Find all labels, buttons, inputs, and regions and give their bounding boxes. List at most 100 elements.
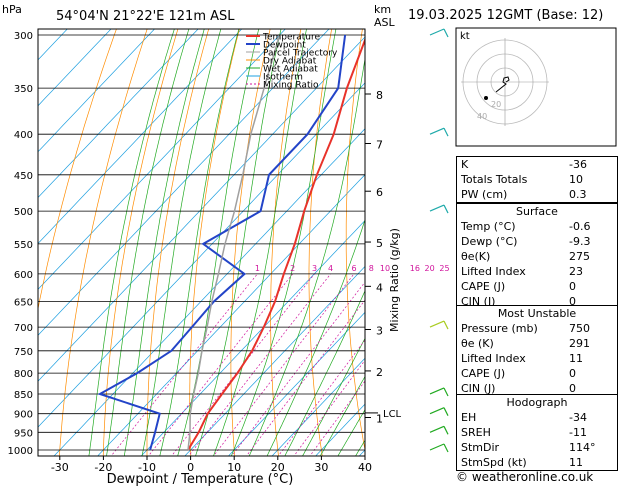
wind-barb: [429, 387, 445, 395]
param-row: StmDir 114°: [457, 440, 617, 455]
wind-barb: [429, 204, 445, 212]
x-tick-label: 30: [314, 461, 328, 474]
param-row: Lifted Index 23: [457, 264, 617, 279]
legend-label: Dry Adiabat: [263, 57, 317, 67]
isotherm-line: [38, 29, 330, 336]
mixing-ratio-line: [293, 359, 365, 456]
legend-label: Dewpoint: [263, 41, 306, 51]
wind-barb-flag: [443, 127, 449, 137]
param-label: Pressure (mb): [461, 322, 538, 335]
series-line-dewpoint: [97, 34, 347, 451]
pressure-tick-label: 1000: [8, 446, 33, 457]
surface-panel: Surface Temp (°C) -0.6 Dewp (°C) -9.3 θe(K) 2…: [456, 203, 618, 310]
km-label: km: [374, 3, 391, 16]
mixing-ratio-line: [213, 273, 355, 456]
wind-barb-flag: [443, 443, 449, 453]
param-value: 291: [569, 337, 590, 350]
isotherm-line: [38, 36, 365, 382]
series-line-temperature: [187, 37, 365, 451]
wind-barb-flag: [443, 28, 449, 38]
wind-barb: [429, 425, 445, 433]
mixing-ratio-label: 10: [380, 264, 390, 273]
dry-adiabat-line: [59, 29, 148, 456]
mixing-ratio-line: [309, 380, 365, 456]
param-row: θe (K) 291: [457, 336, 617, 351]
mixing-ratio-label: 16: [410, 264, 420, 273]
isotherm-line: [315, 403, 365, 456]
mixing-ratio-label: 25: [439, 264, 449, 273]
axes: 3003504004505005506006507007508008509009…: [8, 31, 402, 474]
wind-barb-flag: [443, 407, 449, 416]
param-value: 0: [569, 280, 576, 293]
param-label: EH: [461, 411, 477, 424]
km-tick-label: 4: [376, 281, 383, 294]
storm-motion-dot: [484, 96, 488, 100]
lcl-label: LCL: [383, 409, 402, 420]
mixing-ratio-line: [110, 273, 258, 456]
isotherm-line: [38, 29, 286, 290]
pressure-tick-label: 700: [14, 323, 33, 334]
km-tick-label: 6: [376, 186, 383, 199]
wind-barb-flag: [443, 320, 449, 330]
mixing-ratio-label: 6: [351, 264, 356, 273]
param-label: StmDir: [461, 441, 500, 454]
param-value: 23: [569, 265, 583, 278]
x-tick-label: 40: [358, 461, 372, 474]
mixing-ratio-label: 20: [425, 264, 435, 273]
param-label: Totals Totals: [461, 173, 528, 186]
param-label: K: [461, 158, 469, 171]
param-value: -11: [569, 426, 587, 439]
mixing-ratio-label: 8: [369, 264, 374, 273]
hodograph-frame: [455, 27, 617, 147]
km-tick-label: 8: [376, 89, 383, 102]
hodograph-params-panel: Hodograph EH -34 SREH -11 StmDir 114° StmSpd (…: [456, 394, 618, 471]
param-value: 0: [569, 382, 576, 395]
hodograph-ring-label: 40: [477, 112, 487, 121]
isotherm-line: [38, 29, 243, 244]
param-value: 0.3: [569, 188, 587, 201]
date-label: 19.03.2025 12GMT (Base: 12): [408, 8, 604, 23]
param-label: StmSpd (kt): [461, 456, 527, 469]
param-label: SREH: [461, 426, 491, 439]
wind-barb-flag: [443, 387, 449, 397]
pressure-tick-label: 800: [14, 369, 33, 380]
pressure-tick-label: 350: [14, 84, 33, 95]
mixing-ratio-line: [245, 299, 365, 456]
legend-label: Mixing Ratio: [263, 81, 319, 91]
x-tick-label: -10: [138, 461, 156, 474]
param-value: 114°: [569, 441, 596, 454]
pressure-tick-label: 750: [14, 347, 33, 358]
param-label: CIN (J): [461, 295, 496, 308]
param-label: θe(K): [461, 250, 491, 263]
param-row: Totals Totals 10: [457, 172, 617, 187]
wind-barb: [429, 320, 445, 328]
hodograph-kt-label: kt: [460, 31, 470, 42]
legend-label: Wet Adiabat: [263, 65, 318, 75]
km-tick-label: 1: [376, 413, 383, 426]
pressure-tick-label: 900: [14, 410, 33, 421]
param-value: -0.6: [569, 220, 591, 233]
mixing-ratio-label: 4: [328, 264, 333, 273]
pressure-isobars: [38, 34, 365, 451]
wet-adiabat-line: [106, 29, 190, 456]
param-row: θe(K) 275: [457, 249, 617, 264]
x-tick-label: 0: [187, 461, 194, 474]
param-row: CIN (J) 0: [457, 381, 617, 396]
param-row: Pressure (mb) 750: [457, 321, 617, 336]
param-row: CAPE (J) 0: [457, 366, 617, 381]
x-tick-label: -30: [51, 461, 69, 474]
wet-adiabat-line: [337, 408, 365, 456]
pressure-tick-label: 950: [14, 428, 33, 439]
mixing-ratio-line: [171, 273, 315, 456]
param-row: CAPE (J) 0: [457, 279, 617, 294]
param-value: 750: [569, 322, 590, 335]
dry-adiabat-line: [345, 29, 365, 453]
dry-adiabat-line: [417, 0, 457, 467]
location-title: 54°04'N 21°22'E 121m ASL: [56, 9, 235, 24]
param-label: PW (cm): [461, 188, 508, 201]
param-value: 0: [569, 295, 576, 308]
hodograph: kt 20 40: [455, 27, 617, 147]
pressure-tick-label: 500: [14, 207, 33, 218]
